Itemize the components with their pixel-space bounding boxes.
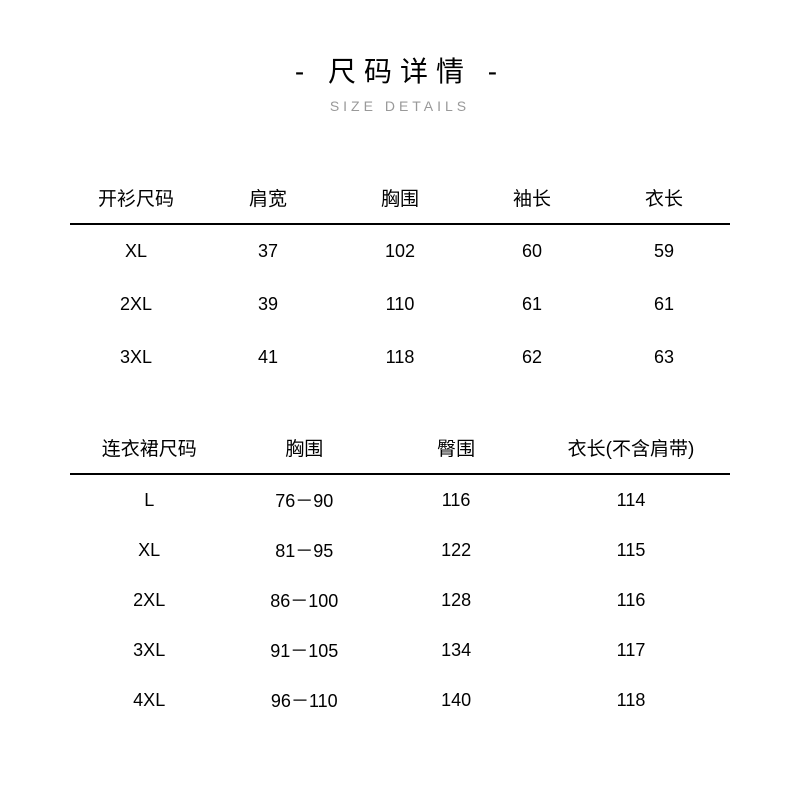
cell: 117 bbox=[532, 625, 730, 675]
dress-size-table: 连衣裙尺码 胸围 臀围 衣长(不含肩带) L 76－90 116 114 XL … bbox=[70, 424, 730, 725]
col-header: 胸围 bbox=[334, 174, 466, 224]
cell: 2XL bbox=[70, 575, 228, 625]
cell: 122 bbox=[380, 525, 532, 575]
cell: 118 bbox=[334, 331, 466, 384]
col-header: 开衫尺码 bbox=[70, 174, 202, 224]
table-row: XL 37 102 60 59 bbox=[70, 224, 730, 278]
cell: 39 bbox=[202, 278, 334, 331]
cell: 86－100 bbox=[228, 575, 380, 625]
cell: 115 bbox=[532, 525, 730, 575]
cell: 102 bbox=[334, 224, 466, 278]
cell: 62 bbox=[466, 331, 598, 384]
table-row: 4XL 96－110 140 118 bbox=[70, 675, 730, 725]
table-row: 3XL 41 118 62 63 bbox=[70, 331, 730, 384]
size-details-page: - 尺码详情 - SIZE DETAILS 开衫尺码 肩宽 胸围 袖长 衣长 X… bbox=[0, 0, 800, 725]
cell: 81－95 bbox=[228, 525, 380, 575]
cell: 4XL bbox=[70, 675, 228, 725]
title-block: - 尺码详情 - SIZE DETAILS bbox=[70, 50, 730, 114]
cell: XL bbox=[70, 525, 228, 575]
cell: 140 bbox=[380, 675, 532, 725]
cell: 114 bbox=[532, 474, 730, 525]
cell: 59 bbox=[598, 224, 730, 278]
col-header: 肩宽 bbox=[202, 174, 334, 224]
cell: 128 bbox=[380, 575, 532, 625]
table-row: L 76－90 116 114 bbox=[70, 474, 730, 525]
title-cn: - 尺码详情 - bbox=[70, 50, 730, 90]
cell: 116 bbox=[380, 474, 532, 525]
table-header-row: 连衣裙尺码 胸围 臀围 衣长(不含肩带) bbox=[70, 424, 730, 474]
cell: 61 bbox=[466, 278, 598, 331]
cell: 110 bbox=[334, 278, 466, 331]
col-header: 衣长 bbox=[598, 174, 730, 224]
cell: 3XL bbox=[70, 331, 202, 384]
cell: 91－105 bbox=[228, 625, 380, 675]
table-body: XL 37 102 60 59 2XL 39 110 61 61 3XL 41 … bbox=[70, 224, 730, 384]
col-header: 胸围 bbox=[228, 424, 380, 474]
cardigan-size-table: 开衫尺码 肩宽 胸围 袖长 衣长 XL 37 102 60 59 2XL 39 … bbox=[70, 174, 730, 384]
cell: 2XL bbox=[70, 278, 202, 331]
cell: L bbox=[70, 474, 228, 525]
cell: 96－110 bbox=[228, 675, 380, 725]
table-row: 3XL 91－105 134 117 bbox=[70, 625, 730, 675]
cell: 3XL bbox=[70, 625, 228, 675]
cell: 41 bbox=[202, 331, 334, 384]
cell: 76－90 bbox=[228, 474, 380, 525]
table-header-row: 开衫尺码 肩宽 胸围 袖长 衣长 bbox=[70, 174, 730, 224]
title-en: SIZE DETAILS bbox=[70, 98, 730, 114]
cell: XL bbox=[70, 224, 202, 278]
col-header: 袖长 bbox=[466, 174, 598, 224]
cell: 134 bbox=[380, 625, 532, 675]
table-row: 2XL 39 110 61 61 bbox=[70, 278, 730, 331]
cell: 37 bbox=[202, 224, 334, 278]
cell: 63 bbox=[598, 331, 730, 384]
col-header: 连衣裙尺码 bbox=[70, 424, 228, 474]
table-row: XL 81－95 122 115 bbox=[70, 525, 730, 575]
table-body: L 76－90 116 114 XL 81－95 122 115 2XL 86－… bbox=[70, 474, 730, 725]
cell: 118 bbox=[532, 675, 730, 725]
table-row: 2XL 86－100 128 116 bbox=[70, 575, 730, 625]
cell: 116 bbox=[532, 575, 730, 625]
col-header: 臀围 bbox=[380, 424, 532, 474]
cell: 60 bbox=[466, 224, 598, 278]
cell: 61 bbox=[598, 278, 730, 331]
col-header: 衣长(不含肩带) bbox=[532, 424, 730, 474]
